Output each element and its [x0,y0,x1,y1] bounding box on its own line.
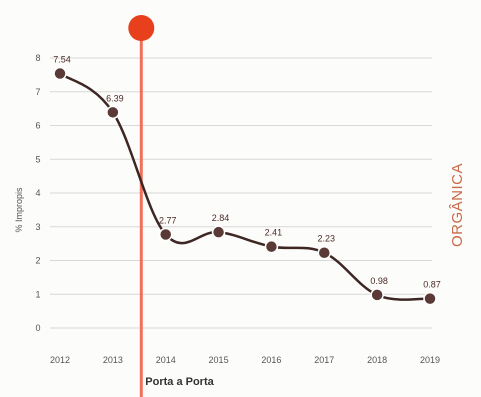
x-tick-label: 2018 [367,355,387,365]
y-axis-label: % Impropis [14,187,24,233]
y-tick-label: 2 [35,256,40,266]
y-tick-label: 3 [35,222,40,232]
data-label: 7.54 [53,55,71,65]
data-point [158,227,173,242]
x-tick-label: 2012 [50,355,70,365]
series-line [59,72,431,301]
data-labels: 7.54 6.39 2.77 2.84 2.41 2.23 0.98 0.87 [53,55,441,290]
data-label: 2.84 [212,213,230,223]
event-label: Porta a Porta [145,376,214,388]
data-point [423,291,437,306]
data-point [370,288,384,302]
side-title: ORGÂNICA [449,163,466,247]
data-label: 2.23 [318,234,336,244]
x-tick-labels: 2012 2013 2014 2015 2016 2017 2018 2019 [50,355,440,365]
x-tick-label: 2013 [103,355,123,365]
y-tick-label: 7 [35,87,40,97]
y-tick-label: 5 [35,154,40,164]
data-point [53,66,67,81]
y-tick-label: 6 [35,121,40,131]
data-point [264,239,279,254]
data-label: 0.87 [423,280,441,290]
data-label: 2.41 [265,228,283,238]
x-tick-label: 2014 [156,355,176,365]
data-label: 2.77 [159,216,177,226]
data-point [106,105,120,120]
x-tick-label: 2015 [209,355,229,365]
x-tick-label: 2016 [261,355,281,365]
data-point [317,245,332,260]
x-tick-label: 2019 [420,355,440,365]
data-points [53,66,437,306]
data-label: 6.39 [106,93,124,103]
grid-lines [50,57,432,329]
data-point [211,225,226,239]
event-dot [128,15,155,41]
y-tick-label: 8 [35,53,40,63]
x-tick-label: 2017 [314,355,334,365]
data-label: 0.98 [370,276,388,286]
y-tick-label: 0 [35,323,40,333]
y-tick-label: 4 [35,188,40,198]
y-tick-labels: 8 7 6 5 4 3 2 1 0 [35,53,40,333]
event-marker: Porta a Porta [128,15,215,397]
y-tick-label: 1 [35,289,40,299]
